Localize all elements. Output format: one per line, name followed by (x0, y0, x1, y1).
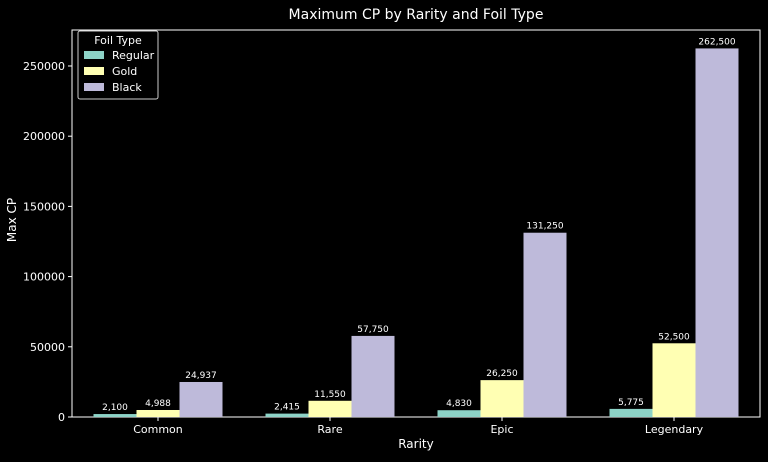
legend-swatch-black (84, 83, 104, 91)
bar-black-common (179, 381, 223, 417)
bar-gold-rare (308, 400, 352, 417)
bar-regular-legendary (609, 408, 653, 417)
y-tick-label: 50000 (30, 341, 65, 354)
data-label: 2,100 (102, 403, 128, 413)
legend-label-gold: Gold (112, 65, 137, 78)
legend-swatch-regular (84, 51, 104, 59)
legend-box (77, 30, 159, 100)
data-label: 52,500 (658, 332, 690, 342)
legend-label-regular: Regular (112, 49, 155, 62)
x-tick-label: Epic (490, 423, 513, 436)
bar-black-epic (523, 232, 567, 417)
bar-regular-epic (437, 410, 481, 417)
bar-black-rare (351, 335, 395, 417)
bar-gold-legendary (652, 343, 696, 417)
y-tick-label: 200000 (23, 130, 65, 143)
x-axis-label: Rarity (398, 437, 434, 451)
data-label: 131,250 (526, 222, 563, 232)
data-label: 26,250 (486, 369, 518, 379)
x-tick-label: Rare (317, 423, 342, 436)
data-label: 57,750 (357, 325, 389, 335)
data-label: 24,937 (185, 371, 217, 381)
legend-label-black: Black (112, 81, 142, 94)
y-tick-label: 250000 (23, 60, 65, 73)
data-label: 11,550 (314, 390, 346, 400)
bar-regular-common (93, 414, 137, 417)
bar-regular-rare (265, 413, 309, 417)
data-label: 262,500 (698, 37, 735, 47)
chart-title: Maximum CP by Rarity and Foil Type (289, 7, 544, 23)
data-label: 4,988 (145, 399, 171, 409)
plot-frame (71, 29, 761, 418)
legend-swatch-gold (84, 67, 104, 75)
y-tick-label: 0 (58, 411, 65, 424)
x-tick-label: Legendary (645, 423, 704, 436)
bar-black-legendary (695, 48, 739, 418)
y-tick-label: 100000 (23, 271, 65, 284)
bar-gold-common (136, 409, 180, 417)
x-tick-label: Common (133, 423, 183, 436)
data-label: 4,830 (446, 399, 472, 409)
y-tick-label: 150000 (23, 200, 65, 213)
y-axis-label: Max CP (5, 198, 19, 242)
data-label: 2,415 (274, 403, 300, 413)
data-label: 5,775 (618, 398, 644, 408)
bar-gold-epic (480, 380, 524, 417)
legend-title: Foil Type (94, 34, 142, 47)
